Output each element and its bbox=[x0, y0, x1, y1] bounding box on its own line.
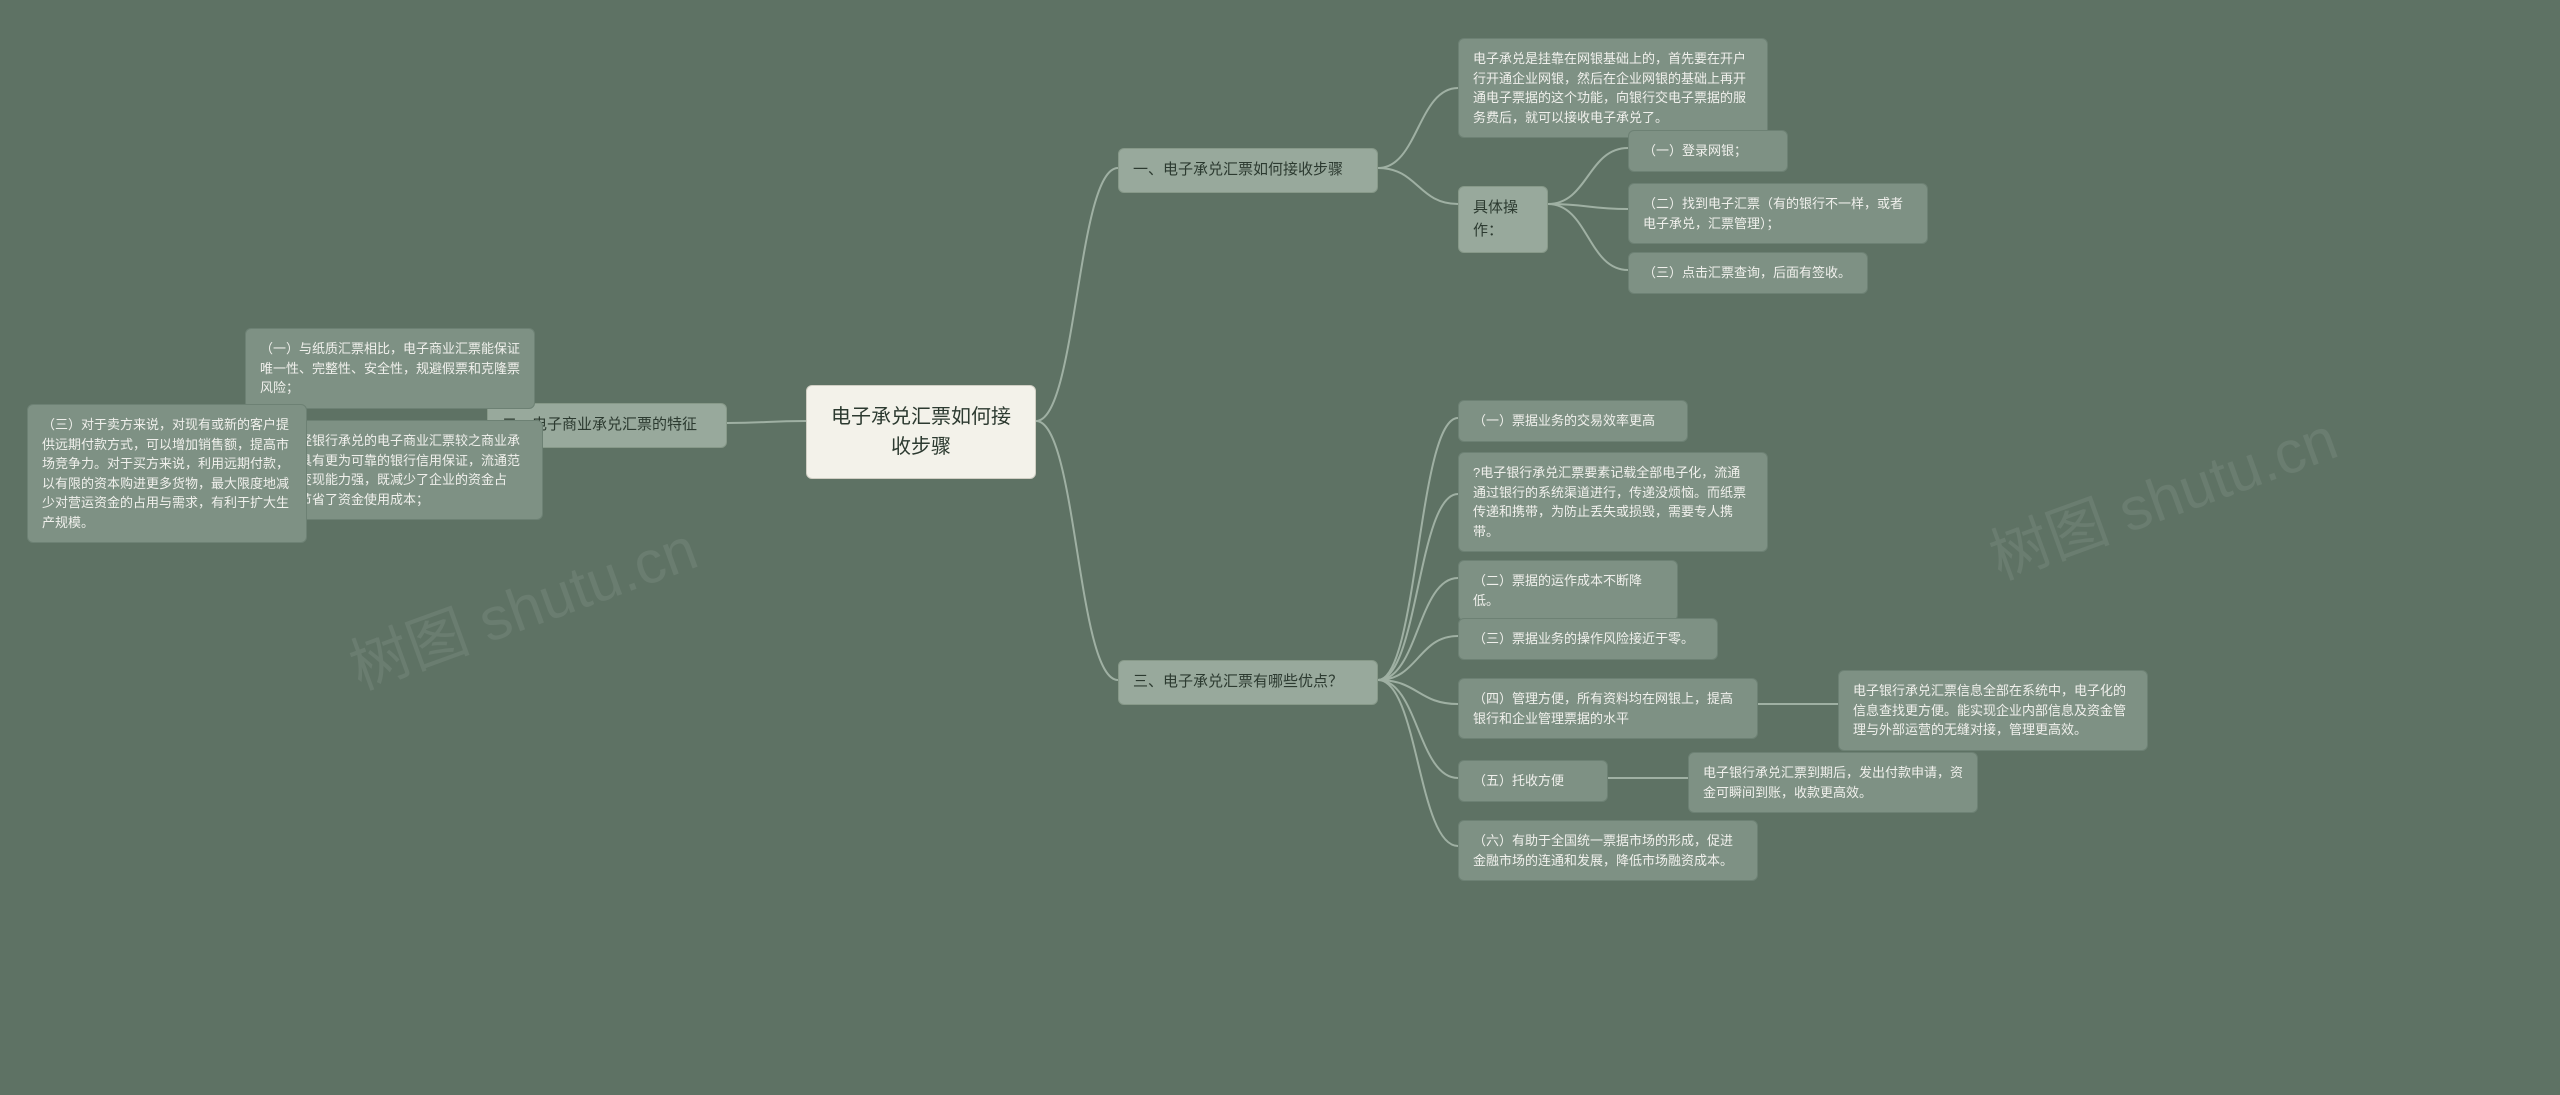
section3-adv4: （四）管理方便，所有资料均在网银上，提高银行和企业管理票据的水平 bbox=[1458, 678, 1758, 739]
section1-ops-label: 具体操作： bbox=[1458, 186, 1548, 253]
section3-title: 三、电子承兑汇票有哪些优点？ bbox=[1118, 660, 1378, 705]
section1-op2: （二）找到电子汇票（有的银行不一样，或者电子承兑，汇票管理）； bbox=[1628, 183, 1928, 244]
section3-adv2: （二）票据的运作成本不断降低。 bbox=[1458, 560, 1678, 621]
section1-intro: 电子承兑是挂靠在网银基础上的，首先要在开户行开通企业网银，然后在企业网银的基础上… bbox=[1458, 38, 1768, 138]
section3-adv1: （一）票据业务的交易效率更高 bbox=[1458, 400, 1688, 442]
section3-adv3: （三）票据业务的操作风险接近于零。 bbox=[1458, 618, 1718, 660]
section1-op3: （三）点击汇票查询，后面有签收。 bbox=[1628, 252, 1868, 294]
section1-title: 一、电子承兑汇票如何接收步骤 bbox=[1118, 148, 1378, 193]
section3-adv5-detail: 电子银行承兑汇票到期后，发出付款申请，资金可瞬间到账，收款更高效。 bbox=[1688, 752, 1978, 813]
section2-feature3: （三）对于卖方来说，对现有或新的客户提供远期付款方式，可以增加销售额，提高市场竞… bbox=[27, 404, 307, 543]
section3-adv1-detail: ?电子银行承兑汇票要素记载全部电子化，流通通过银行的系统渠道进行，传递没烦恼。而… bbox=[1458, 452, 1768, 552]
watermark-1: 树图 shutu.cn bbox=[336, 500, 707, 706]
section2-feature1: （一）与纸质汇票相比，电子商业汇票能保证唯一性、完整性、安全性，规避假票和克隆票… bbox=[245, 328, 535, 409]
section1-op1: （一）登录网银； bbox=[1628, 130, 1788, 172]
section3-adv4-detail: 电子银行承兑汇票信息全部在系统中，电子化的信息查找更方便。能实现企业内部信息及资… bbox=[1838, 670, 2148, 751]
watermark-2: 树图 shutu.cn bbox=[1976, 390, 2347, 596]
section3-adv5: （五）托收方便 bbox=[1458, 760, 1608, 802]
root-node: 电子承兑汇票如何接收步骤 bbox=[806, 385, 1036, 479]
section3-adv6: （六）有助于全国统一票据市场的形成，促进金融市场的连通和发展，降低市场融资成本。 bbox=[1458, 820, 1758, 881]
